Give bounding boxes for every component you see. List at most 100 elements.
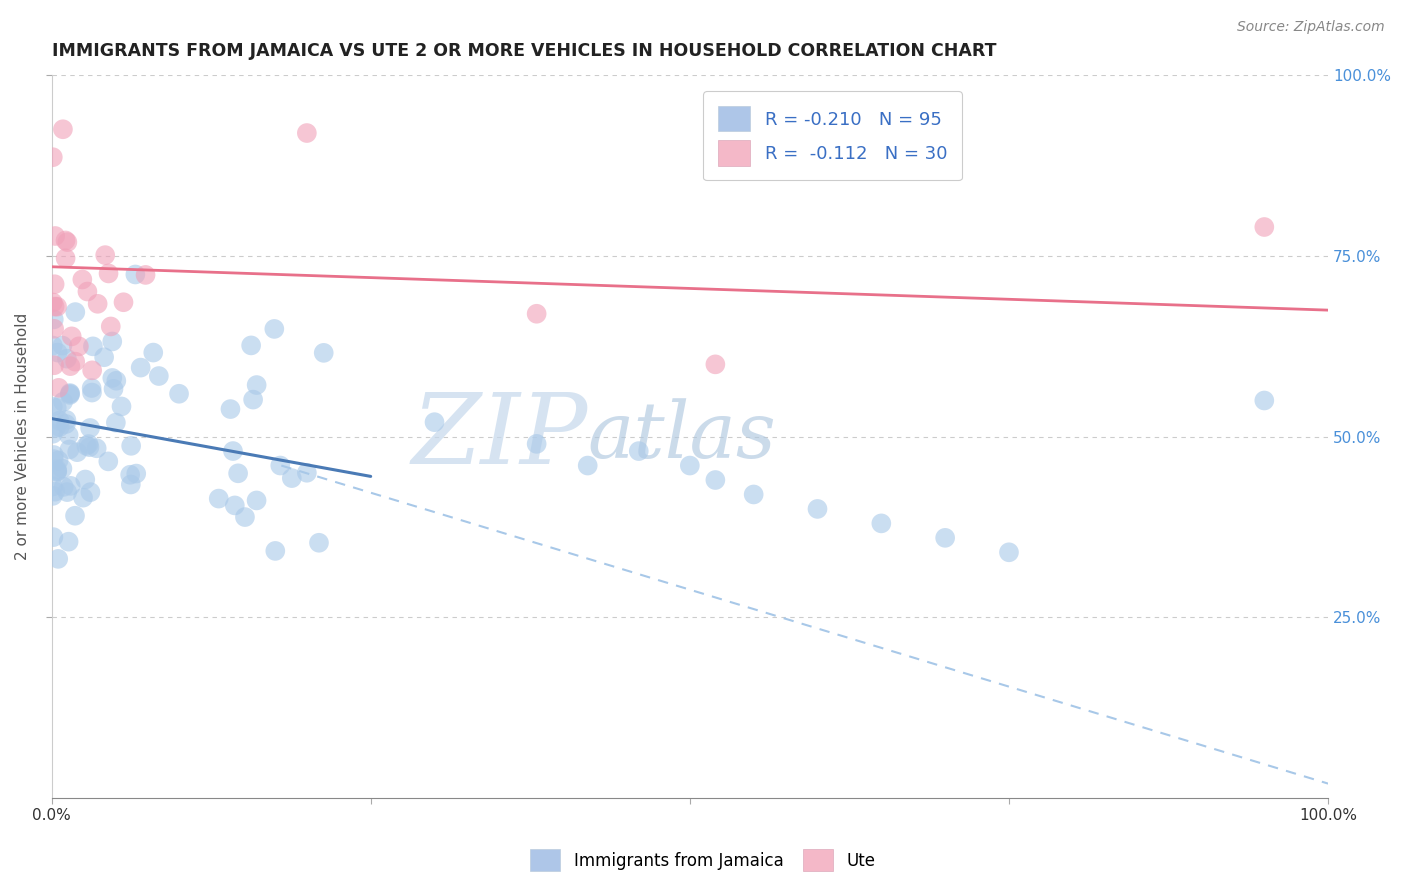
Point [82, 339, 104, 353]
Point [120, 439, 142, 453]
Point [46, 300, 69, 314]
Point [56, 485, 79, 500]
Point [100, 319, 122, 334]
Point [142, 345, 165, 359]
Point [42, 150, 65, 164]
Point [125, 467, 148, 481]
Point [59, 479, 82, 493]
Point [79, 421, 101, 435]
Point [222, 444, 245, 458]
Point [77, 437, 100, 451]
Point [208, 491, 231, 506]
Point [42, 530, 65, 544]
Legend: Immigrants from Jamaica, Ute: Immigrants from Jamaica, Ute [522, 841, 884, 880]
Point [79, 485, 101, 500]
Point [112, 295, 135, 310]
Point [94, 248, 117, 262]
Point [79, 440, 101, 454]
Point [148, 369, 170, 384]
Point [66, 445, 89, 459]
Point [101, 334, 124, 349]
Point [42, 295, 65, 310]
Point [58, 428, 80, 442]
Point [45, 401, 67, 415]
Point [42, 322, 65, 336]
Point [58, 442, 80, 457]
Point [526, 437, 548, 451]
Point [75, 473, 97, 487]
Point [42, 452, 65, 467]
Point [51, 338, 73, 352]
Point [308, 535, 330, 549]
Point [55, 417, 77, 431]
Point [104, 416, 127, 430]
Point [67, 339, 90, 353]
Point [97, 267, 120, 281]
Point [167, 386, 190, 401]
Point [704, 473, 727, 487]
Point [240, 338, 263, 352]
Point [120, 477, 142, 491]
Point [63, 354, 86, 368]
Point [679, 458, 702, 473]
Point [52, 480, 75, 494]
Point [224, 499, 246, 513]
Point [63, 508, 86, 523]
Point [129, 360, 152, 375]
Point [42, 312, 65, 326]
Point [44, 484, 66, 499]
Point [246, 378, 269, 392]
Point [44, 277, 66, 292]
Point [86, 297, 108, 311]
Point [56, 351, 79, 366]
Text: atlas: atlas [588, 399, 776, 475]
Point [219, 402, 242, 417]
Point [42, 426, 65, 441]
Point [93, 350, 115, 364]
Point [1253, 393, 1275, 408]
Point [233, 510, 256, 524]
Point [52, 122, 75, 136]
Point [120, 467, 142, 482]
Y-axis label: 2 or more Vehicles in Household: 2 or more Vehicles in Household [15, 313, 30, 560]
Point [42, 489, 65, 503]
Point [46, 345, 69, 359]
Point [242, 392, 264, 407]
Point [72, 491, 94, 505]
Point [45, 421, 67, 435]
Point [1253, 219, 1275, 234]
Point [58, 534, 80, 549]
Point [110, 400, 132, 414]
Point [76, 285, 98, 299]
Point [704, 357, 727, 371]
Point [48, 420, 70, 434]
Point [46, 465, 69, 479]
Point [52, 394, 75, 409]
Point [60, 329, 83, 343]
Point [46, 464, 69, 478]
Point [423, 415, 446, 429]
Point [269, 458, 291, 473]
Point [80, 381, 103, 395]
Point [59, 359, 82, 373]
Point [42, 358, 65, 372]
Text: IMMIGRANTS FROM JAMAICA VS UTE 2 OR MORE VEHICLES IN HOUSEHOLD CORRELATION CHART: IMMIGRANTS FROM JAMAICA VS UTE 2 OR MORE… [52, 42, 995, 60]
Point [105, 374, 128, 388]
Point [59, 387, 82, 401]
Point [48, 381, 70, 395]
Point [806, 502, 828, 516]
Point [526, 307, 548, 321]
Point [86, 442, 108, 456]
Point [281, 471, 304, 485]
Point [59, 388, 82, 402]
Point [44, 300, 66, 314]
Point [263, 322, 285, 336]
Point [264, 544, 287, 558]
Point [56, 235, 79, 249]
Point [124, 268, 146, 282]
Text: ZIP: ZIP [412, 389, 588, 484]
Point [82, 363, 104, 377]
Point [934, 531, 956, 545]
Point [312, 346, 335, 360]
Point [46, 552, 69, 566]
